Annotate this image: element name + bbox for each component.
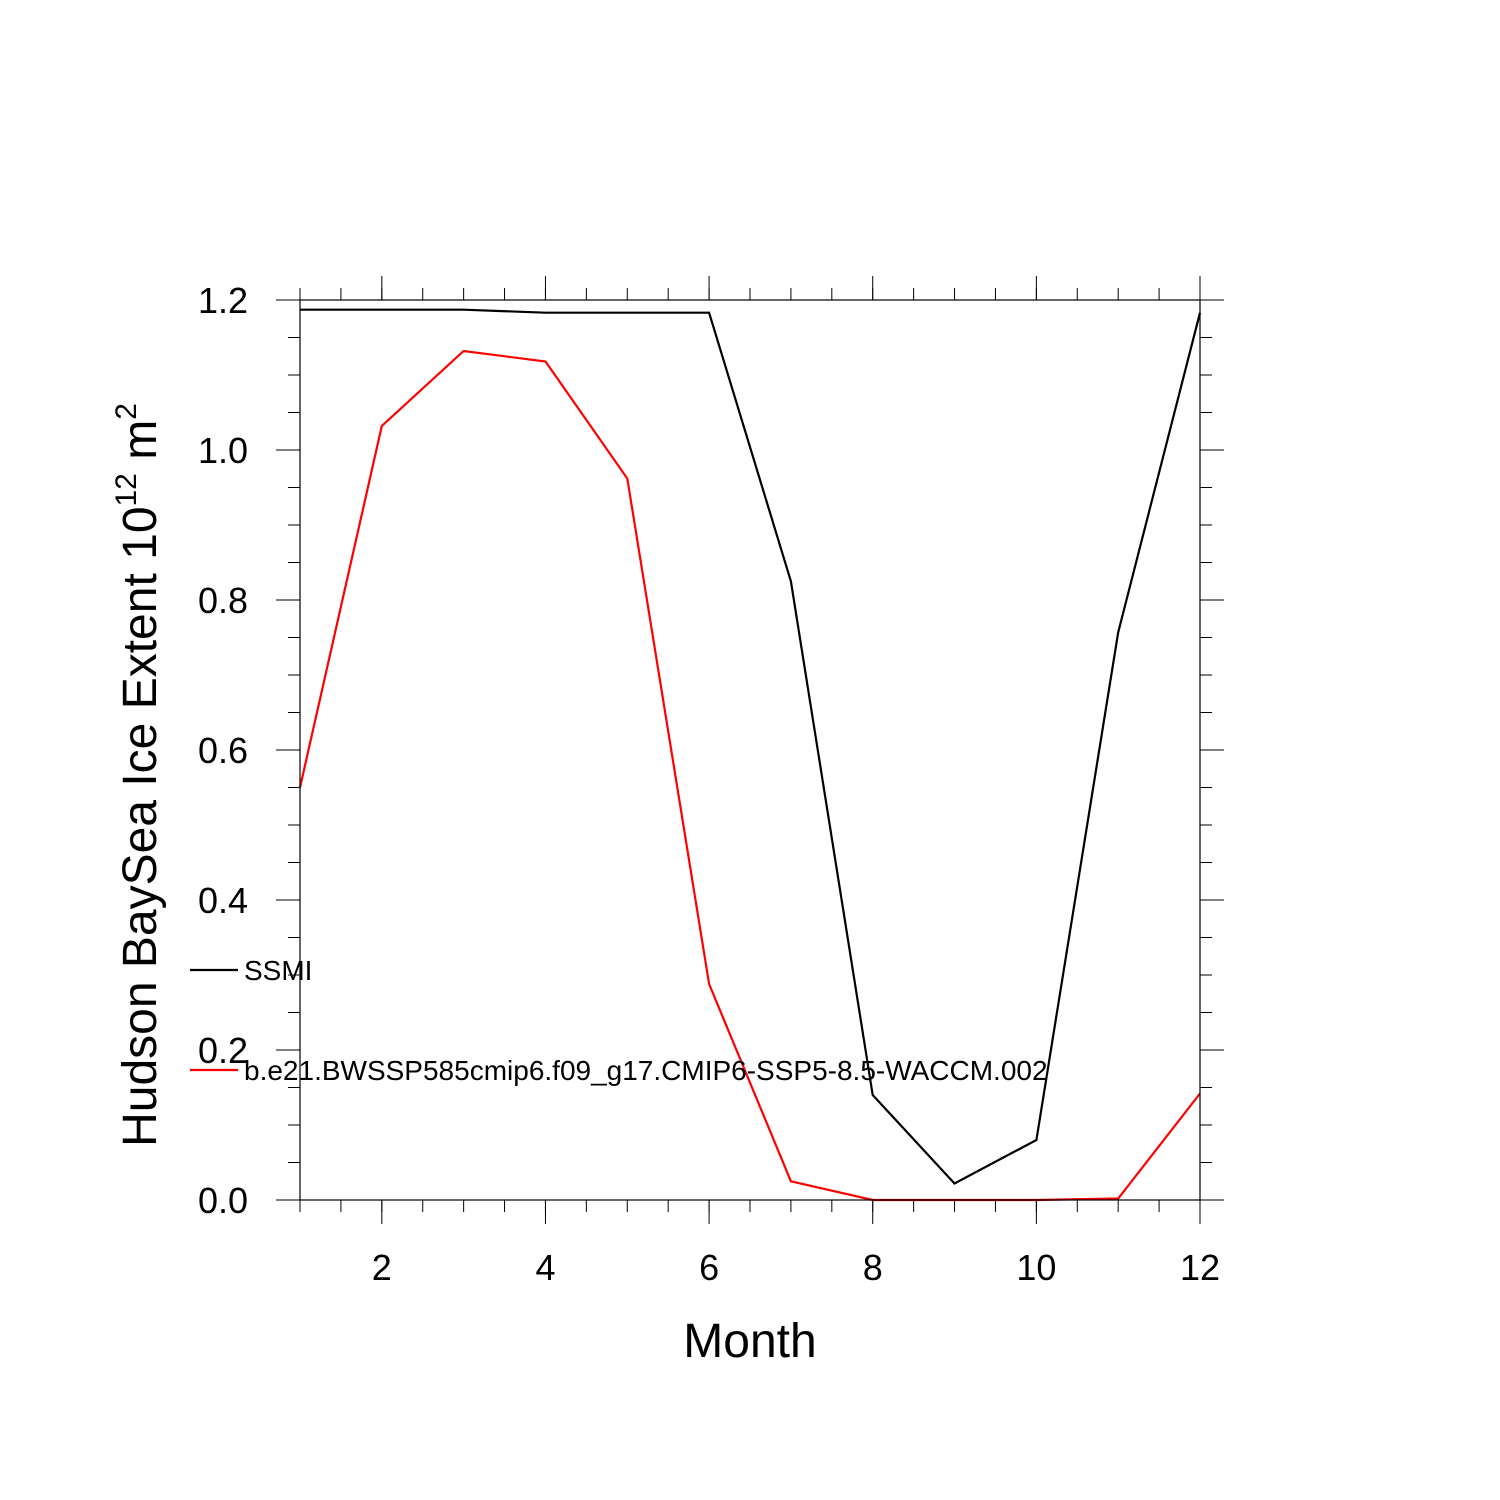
y-tick-label: 0.0 <box>198 1180 248 1221</box>
x-tick-label: 2 <box>372 1247 392 1288</box>
legend-label-2: b.e21.BWSSP585cmip6.f09_g17.CMIP6-SSP5-8… <box>244 1055 1048 1086</box>
x-tick-label: 10 <box>1016 1247 1056 1288</box>
x-tick-label: 8 <box>863 1247 883 1288</box>
y-axis-title-base: Hudson BaySea Ice Extent 10 <box>114 506 167 1146</box>
labels-layer: 2 4 6 8 10 12 0.0 0.2 0.4 0.6 0.8 1.0 1.2 <box>198 280 1220 1288</box>
y-tick-label: 0.2 <box>198 1030 248 1071</box>
legend-label-1: SSMI <box>244 955 312 986</box>
y-tick-label: 0.4 <box>198 880 248 921</box>
y-tick-label: 0.8 <box>198 580 248 621</box>
y-tick-label: 1.0 <box>198 430 248 471</box>
legend: SSMI b.e21.BWSSP585cmip6.f09_g17.CMIP6-SS… <box>190 955 1048 1086</box>
y-axis-title-unit-exponent: 2 <box>110 403 143 420</box>
x-tick-label: 4 <box>535 1247 555 1288</box>
x-tick-label: 6 <box>699 1247 719 1288</box>
series-line-1 <box>300 308 1202 1185</box>
y-axis-title-exponent: 12 <box>110 473 143 506</box>
ticks-layer <box>276 276 1224 1224</box>
x-tick-label: 12 <box>1180 1247 1220 1288</box>
y-axis-title: Hudson BaySea Ice Extent 1012 m2 <box>110 403 167 1147</box>
x-axis-title: Month <box>683 1315 816 1368</box>
y-tick-label: 1.2 <box>198 280 248 321</box>
y-axis-title-unit: m <box>114 420 167 473</box>
plot-frame <box>299 299 1201 1201</box>
y-tick-label: 0.6 <box>198 730 248 771</box>
